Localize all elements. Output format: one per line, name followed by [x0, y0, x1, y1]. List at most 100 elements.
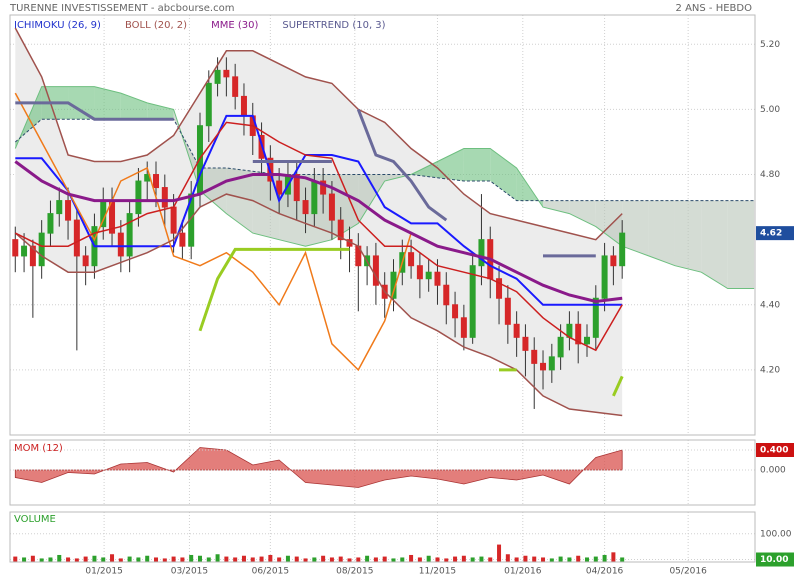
candle-body [38, 232, 45, 267]
candle-body [73, 219, 80, 257]
cloud [226, 168, 253, 234]
cloud [622, 200, 649, 256]
main-panel [10, 15, 755, 435]
volume-bar [180, 557, 185, 562]
indicator-line [14, 160, 623, 304]
candle-body [531, 349, 538, 364]
volume-bar [444, 558, 449, 562]
volume-bar [312, 557, 317, 562]
volume-bar [329, 557, 334, 562]
y-tick-label: 4.20 [760, 365, 780, 375]
candle-body [232, 76, 239, 97]
volume-bar [277, 557, 282, 562]
candle-body [601, 255, 608, 299]
volume-bar [514, 557, 519, 562]
volume-bar [110, 554, 115, 562]
cloud [437, 148, 464, 182]
indicator-line [14, 121, 623, 352]
volume-bar [400, 557, 405, 562]
candle-body [557, 336, 564, 358]
candle-body [496, 278, 503, 299]
candle-body [311, 180, 318, 215]
volume-bar [409, 554, 414, 562]
volume-bar [321, 555, 326, 562]
volume-bar [426, 555, 431, 562]
indicator-line [15, 101, 596, 258]
volume-bar [22, 557, 27, 562]
volume-bar [101, 557, 106, 562]
volume-bar [162, 558, 167, 562]
cloud [411, 161, 438, 178]
candle-body [460, 317, 467, 338]
candle-body [302, 200, 309, 215]
volume-bar [285, 555, 290, 562]
candle-body [540, 362, 547, 371]
volume-bar [470, 557, 475, 562]
volume-bar [453, 556, 458, 562]
indicator-line [198, 247, 624, 397]
volume-bar [602, 554, 607, 562]
last-price-label: 4.62 [760, 229, 782, 239]
volume-bar [303, 558, 308, 562]
candle-body [205, 82, 212, 127]
candle-body [179, 232, 186, 247]
candle-body [469, 265, 476, 338]
cloud [701, 200, 728, 289]
cloud [569, 200, 596, 227]
volume-bar [136, 557, 141, 562]
panel-title: MOM (12) [14, 443, 63, 454]
volume-bar [585, 557, 590, 562]
volume-bar [259, 556, 264, 562]
candle-body [408, 252, 415, 267]
x-tick-label: 04/2016 [586, 567, 624, 577]
volume-bar [532, 556, 537, 562]
volume-panel [10, 512, 755, 562]
indicator-line [14, 193, 623, 417]
volume-bar [294, 556, 299, 562]
candle-body [372, 255, 379, 286]
candle-body [126, 213, 133, 257]
volume-bar [576, 555, 581, 562]
volume-bar [197, 555, 202, 562]
indicator-line [14, 27, 623, 241]
legend-label: ICHIMOKU (26, 9) [14, 20, 101, 31]
volume-bar [479, 556, 484, 562]
candle-body [320, 180, 327, 195]
candle-body [276, 180, 283, 195]
volume-bar [171, 556, 176, 562]
volume-bar [92, 555, 97, 562]
volume-bar [39, 558, 44, 562]
candle-body [12, 239, 19, 257]
volume-bar [74, 558, 79, 562]
candle-body [575, 323, 582, 345]
chart-subtitle: 2 ANS - HEBDO [676, 3, 753, 14]
volume-bar [373, 557, 378, 562]
volume-bar [497, 544, 502, 562]
candle-body [223, 69, 230, 78]
candle-body [619, 232, 626, 267]
volume-bar [523, 555, 528, 562]
volume-bar [558, 556, 563, 562]
candle-body [328, 193, 335, 221]
panel-frame [9, 439, 756, 506]
candle-body [117, 232, 124, 257]
candle-body [161, 187, 168, 208]
volume-bar [461, 555, 466, 562]
volume-bar [365, 555, 370, 562]
candle-body [56, 200, 63, 215]
cloud [674, 200, 702, 273]
volume-bar [417, 557, 422, 562]
volume-bar [66, 557, 71, 562]
x-tick-label: 06/2015 [252, 567, 289, 577]
candle-body [29, 245, 36, 267]
cloud [120, 93, 148, 120]
x-tick-label: 01/2016 [504, 567, 542, 577]
volume-bar [435, 557, 440, 562]
candle-body [584, 336, 591, 345]
cloud [727, 200, 755, 289]
volume-bar [505, 554, 510, 562]
volume-bar [127, 556, 132, 562]
volume-bar [215, 554, 220, 562]
volume-bar [611, 552, 616, 562]
cloud [279, 174, 306, 247]
